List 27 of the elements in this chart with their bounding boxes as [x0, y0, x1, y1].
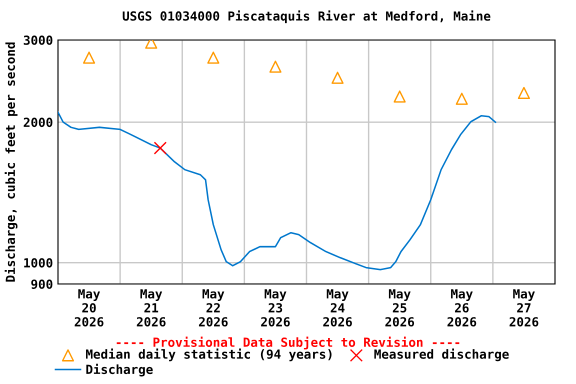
y-tick-label: 900	[31, 279, 52, 289]
y-axis-title: Discharge, cubic feet per second	[4, 42, 18, 282]
x-tick-label: May 22 2026	[198, 289, 228, 327]
point	[207, 52, 220, 64]
y-tick-label: 1000	[24, 258, 52, 268]
x-tick-label: May 27 2026	[510, 289, 538, 327]
point	[456, 92, 468, 105]
x-tick-label: May 24 2026	[323, 289, 352, 327]
y-tick-label: 3000	[24, 35, 52, 45]
legend-label: Median daily statistic (94 years)	[86, 348, 332, 362]
line-series	[58, 112, 496, 270]
x-tick-label: May 23 2026	[261, 289, 290, 327]
x-tick-label: May 26 2026	[447, 289, 476, 327]
chart-title: USGS 01034000 Piscataquis River at Medford, Maine	[122, 10, 490, 24]
legend-label: Measured discharge	[374, 348, 509, 362]
point	[154, 142, 167, 155]
x-tick-label: May 21 2026	[136, 289, 166, 327]
text: ---- Provisional Data Subject to Revision ----	[116, 336, 460, 350]
point	[82, 52, 96, 64]
point	[518, 86, 530, 100]
x-tick-label: May 25 2026	[385, 289, 414, 327]
y-tick-label: 2000	[24, 118, 52, 128]
point	[269, 60, 282, 73]
point	[331, 72, 344, 84]
x-tick-label: May 20 2026	[74, 289, 104, 327]
point	[394, 90, 406, 103]
legend-label: Discharge	[86, 364, 153, 376]
